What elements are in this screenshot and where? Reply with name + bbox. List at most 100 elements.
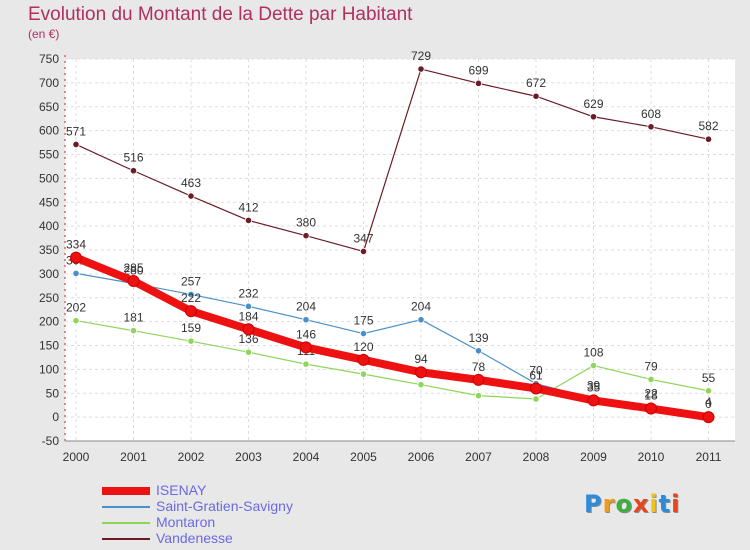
plot-area [65, 59, 735, 441]
series-vandenesse: 571 516 463 412 380 347 729 699 672 629 608 582 [66, 49, 719, 256]
data-label: 136 [238, 332, 258, 346]
data-point [417, 316, 425, 324]
legend-item-saint-gratien-savigny: Saint-Gratien-Savigny [156, 498, 293, 514]
y-tick-label: 450 [39, 195, 59, 209]
x-tick-label: 2004 [293, 450, 320, 464]
data-point [417, 65, 425, 73]
data-label: 55 [702, 371, 716, 385]
data-label: 184 [238, 309, 258, 323]
data-point [187, 290, 195, 299]
y-tick-label: 550 [39, 148, 59, 162]
data-point [474, 347, 483, 355]
x-tick-label: 2010 [638, 450, 665, 464]
data-label: 139 [468, 331, 488, 345]
legend-item-montaron: Montaron [156, 514, 216, 530]
data-point [72, 140, 80, 149]
y-tick-label: -50 [42, 434, 60, 448]
data-point [589, 361, 598, 370]
data-label: 280 [123, 263, 143, 277]
data-point [647, 375, 655, 384]
data-label: 699 [468, 63, 488, 77]
data-label: 380 [296, 216, 316, 230]
data-point [72, 269, 80, 277]
series-isenay: 334 285 222 184 146 120 94 78 61 35 18 0 [66, 238, 715, 424]
y-tick-label: 500 [39, 171, 59, 185]
proxiti-logo: Proxiti [584, 490, 681, 518]
data-label: 334 [66, 238, 86, 252]
data-label: 204 [411, 300, 431, 314]
data-label: 120 [353, 340, 373, 354]
data-point [704, 387, 713, 395]
data-label: 78 [472, 360, 486, 374]
x-tick-label: 2007 [465, 450, 492, 464]
data-point [647, 123, 655, 131]
data-point [302, 232, 310, 240]
data-point [129, 167, 138, 175]
x-tick-label: 2008 [523, 450, 550, 464]
x-tick-label: 2005 [350, 450, 377, 464]
data-point [704, 135, 713, 143]
data-label: 159 [181, 321, 201, 335]
data-point [185, 305, 197, 318]
data-label: 202 [66, 301, 86, 315]
data-label: 222 [181, 291, 201, 305]
data-label: 257 [181, 274, 201, 288]
y-tick-label: 200 [39, 315, 59, 329]
series-line [75, 68, 709, 253]
x-tick-label: 2003 [235, 450, 262, 464]
data-label: 672 [526, 76, 546, 90]
data-point [302, 316, 310, 324]
data-point [187, 192, 195, 200]
data-point [532, 395, 540, 403]
y-tick-label: 250 [39, 291, 59, 305]
data-label: 175 [353, 314, 373, 328]
data-point [587, 394, 600, 407]
data-point [302, 360, 310, 368]
data-label: 629 [583, 97, 603, 111]
data-label: 35 [587, 380, 601, 394]
x-tick-label: 2009 [580, 450, 607, 464]
data-point [474, 79, 483, 87]
y-tick-label: 350 [39, 243, 59, 257]
data-label: 61 [529, 368, 543, 382]
data-point [589, 113, 598, 121]
y-tick-label: 650 [39, 100, 59, 114]
y-tick-label: 100 [39, 362, 59, 376]
data-label: 232 [238, 286, 258, 300]
data-point [359, 370, 368, 378]
data-point [244, 302, 253, 310]
data-label: 608 [641, 107, 661, 121]
data-point [645, 402, 657, 415]
data-label: 412 [238, 200, 258, 214]
y-tick-label: 750 [39, 52, 59, 66]
data-point [242, 323, 255, 336]
data-point [359, 329, 368, 338]
chart-title: Evolution du Montant de la Dette par Hab… [28, 4, 413, 25]
data-label: 463 [181, 176, 201, 190]
x-tick-label: 2002 [178, 450, 205, 464]
data-label: 70 [529, 364, 543, 378]
data-label: 22 [644, 387, 658, 401]
data-label: 0 [705, 397, 712, 411]
data-label: 285 [123, 261, 143, 275]
data-point [415, 366, 427, 379]
data-point [127, 275, 140, 288]
data-point [357, 353, 370, 366]
y-tick-label: 600 [39, 124, 59, 138]
data-label: 582 [698, 119, 718, 133]
data-label: 4 [705, 395, 712, 409]
legend-item-vandenesse: Vandenesse [156, 530, 233, 546]
data-point [129, 327, 138, 335]
data-point [244, 348, 253, 356]
x-tick-label: 2001 [120, 450, 147, 464]
x-tick-label: 2006 [408, 450, 435, 464]
data-label: 79 [644, 359, 658, 373]
data-point [70, 251, 82, 264]
data-point [359, 247, 368, 256]
data-label: 516 [123, 151, 143, 165]
data-point [417, 381, 425, 389]
data-label: 39 [587, 379, 601, 393]
data-label: 571 [66, 124, 86, 138]
y-tick-label: 150 [39, 339, 59, 353]
